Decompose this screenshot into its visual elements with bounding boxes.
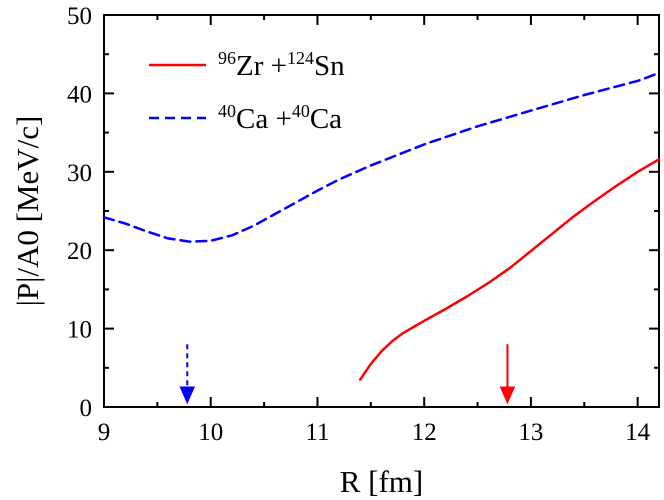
x-tick-label: 12	[412, 419, 437, 446]
blue-arrow-head	[179, 386, 196, 405]
x-tick-label: 9	[98, 419, 111, 446]
y-tick-label: 20	[67, 238, 92, 265]
y-tick-label: 10	[67, 317, 92, 344]
x-tick-label: 10	[198, 419, 223, 446]
legend-segment: Ca	[310, 103, 342, 135]
annotation-layer	[179, 344, 516, 405]
legend-segment: Sn	[314, 50, 345, 82]
legend-superscript: 40	[292, 101, 310, 121]
x-axis-label: R [fm]	[340, 464, 424, 499]
red-arrow-head	[499, 386, 516, 405]
series-ca-ca-line	[102, 71, 661, 243]
x-tick-label: 13	[518, 419, 543, 446]
axis-ticks: 9 10 11 12 13 14 0 10 20 30 40 50	[67, 3, 659, 446]
legend-text-zr-sn: 96Zr +124Sn	[218, 48, 345, 82]
y-tick-label: 50	[67, 3, 92, 30]
legend-superscript: 96	[218, 48, 236, 68]
legend-superscript: 40	[218, 101, 236, 121]
legend-segment: Ca	[236, 103, 268, 135]
legend-text-ca-ca: 40Ca +40Ca	[218, 101, 342, 135]
y-axis-label-text: |P|/A0 [MeV/c]	[10, 116, 45, 307]
x-tick-label: 14	[625, 419, 651, 446]
y-tick-label: 30	[67, 160, 92, 187]
legend-segment: Zr	[236, 50, 264, 82]
legend-superscript: 124	[287, 48, 314, 68]
series-layer	[102, 71, 661, 381]
y-tick-label: 0	[80, 395, 93, 422]
legend-segment: +	[268, 103, 292, 135]
legend-segment: +	[263, 50, 287, 82]
series-zr-sn-line	[358, 158, 661, 381]
x-tick-label: 11	[305, 419, 329, 446]
y-axis-label: |P|/A0 [MeV/c]	[10, 116, 45, 307]
y-tick-label: 40	[67, 81, 92, 108]
